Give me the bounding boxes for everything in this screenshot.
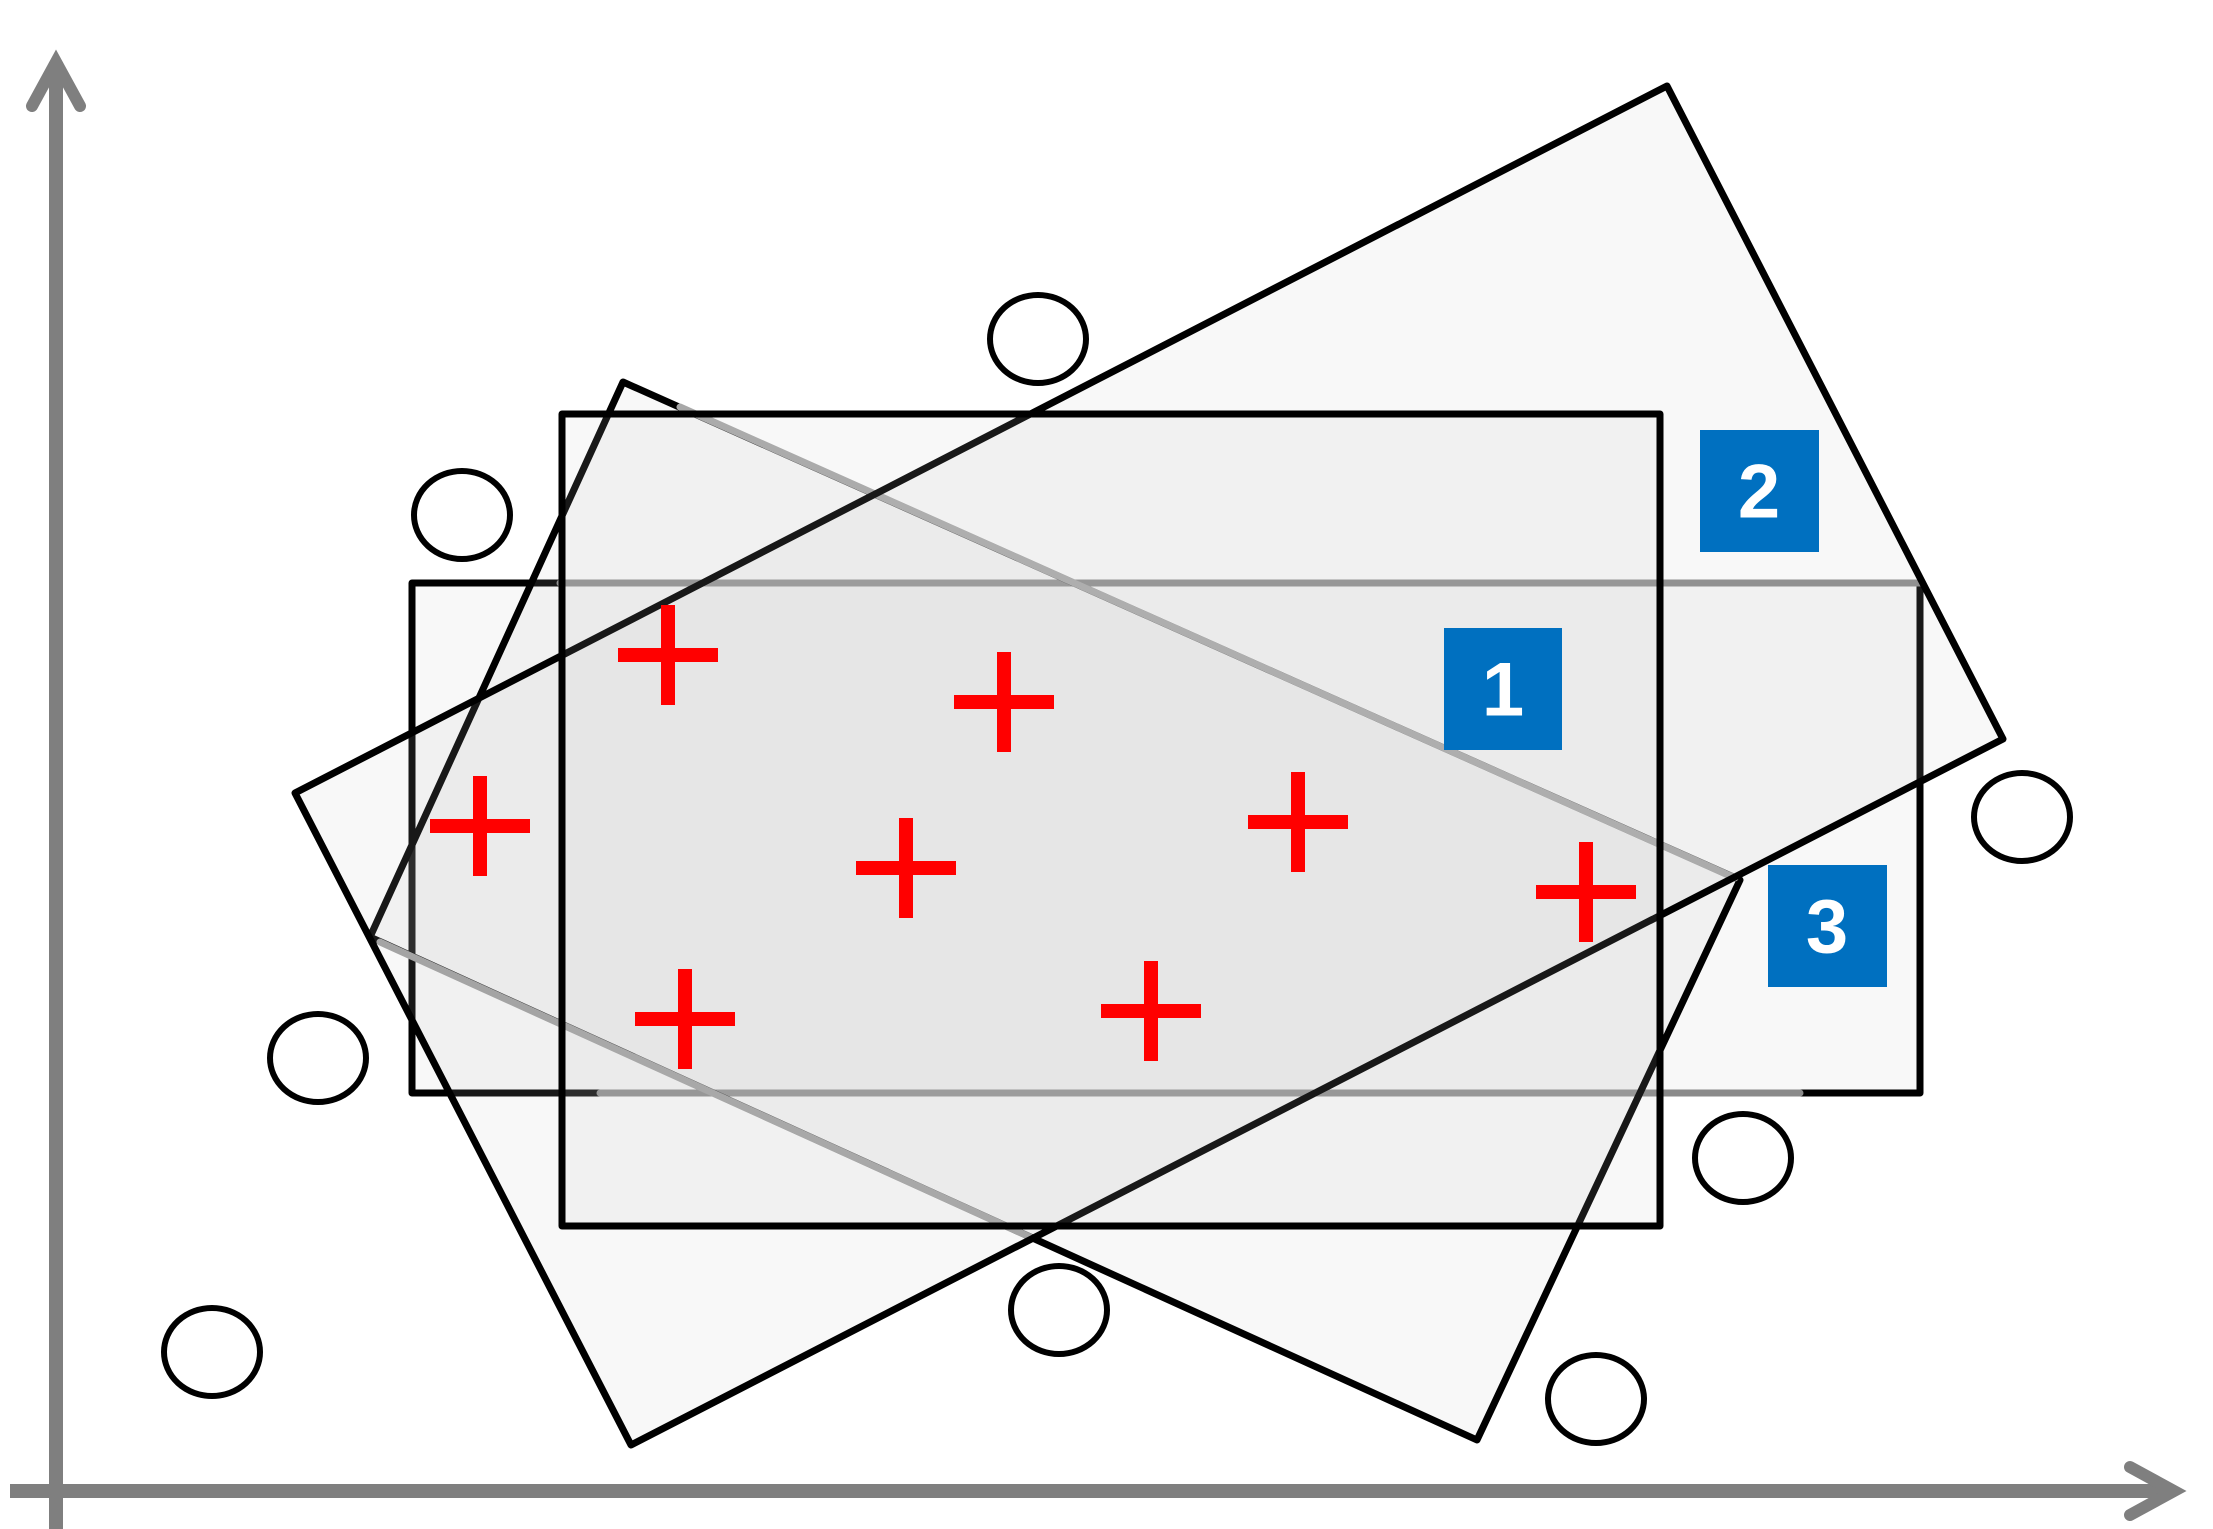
- region-2-bottom-edge-shade: [376, 938, 1034, 1241]
- label-box-3: [1768, 865, 1887, 987]
- label-text-3: 3: [1806, 885, 1848, 970]
- label-text-1: 1: [1482, 648, 1524, 733]
- label-box-1: [1444, 628, 1562, 750]
- region-2-top-edge-shade: [676, 403, 1739, 882]
- label-text-2: 2: [1738, 450, 1780, 535]
- center-rectangle: [558, 410, 1664, 1230]
- negative-markers: [161, 292, 2073, 1446]
- circle-icon: [161, 1305, 263, 1399]
- region-1-tilted-square: [291, 82, 2007, 1449]
- circle-icon: [1008, 1263, 1110, 1357]
- region-label-1: 1: [1444, 628, 1562, 750]
- y-axis-arrowhead: [26, 49, 86, 112]
- axes: [10, 49, 2187, 1529]
- circle-icon: [1692, 1111, 1794, 1205]
- plus-icon: [1536, 842, 1636, 942]
- plus-icon: [1101, 961, 1201, 1061]
- regions: [291, 82, 2007, 1449]
- plus-icon: [856, 818, 956, 918]
- region-label-3: 3: [1768, 865, 1887, 987]
- positive-markers: [430, 605, 1636, 1069]
- circle-icon: [1971, 770, 2073, 864]
- plus-icon: [430, 776, 530, 876]
- region-labels: 1 2 3: [1444, 430, 1887, 987]
- plus-icon: [618, 605, 718, 705]
- circle-icon: [267, 1011, 369, 1105]
- x-axis-arrowhead: [2124, 1461, 2187, 1521]
- circle-icon: [1545, 1352, 1647, 1446]
- circle-icon: [987, 292, 1089, 386]
- plus-icon: [954, 652, 1054, 752]
- plus-icon: [1248, 772, 1348, 872]
- circle-icon: [411, 468, 513, 562]
- region-label-2: 2: [1700, 430, 1819, 552]
- label-box-2: [1700, 430, 1819, 552]
- plus-icon: [635, 969, 735, 1069]
